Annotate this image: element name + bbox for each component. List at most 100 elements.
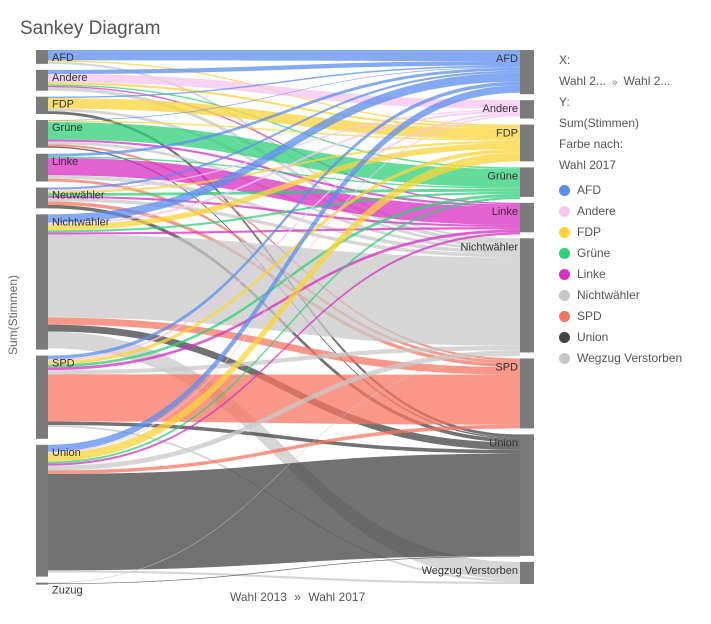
flow-nichtwaehler-to-nichtwaehler[interactable] <box>48 234 520 346</box>
flow-linke-to-afd[interactable] <box>48 67 520 157</box>
legend-label-andere: Andere <box>577 204 616 218</box>
source-node-linke[interactable] <box>36 153 48 182</box>
flow-spd-to-andere[interactable] <box>48 112 520 362</box>
flow-union-to-andere[interactable] <box>48 114 520 454</box>
source-label-linke: Linke <box>52 156 78 168</box>
source-node-spd[interactable] <box>36 355 48 439</box>
legend-item-fdp[interactable]: FDP <box>559 222 709 243</box>
legend-item-andere[interactable]: Andere <box>559 201 709 222</box>
legend-swatch-andere <box>559 206 570 217</box>
sankey-links <box>48 50 520 584</box>
source-node-afd[interactable] <box>36 50 48 64</box>
color-setting-value[interactable]: Wahl 2017 <box>559 158 616 172</box>
source-node-gruene[interactable] <box>36 120 48 148</box>
flow-gruene-to-gruene[interactable] <box>48 122 520 188</box>
flow-nichtwaehler-to-spd[interactable] <box>48 317 520 375</box>
flow-union-to-gruene[interactable] <box>48 196 520 464</box>
flow-union-to-fdp[interactable] <box>48 152 520 462</box>
target-label-fdp: FDP <box>496 128 518 140</box>
flow-spd-to-linke[interactable] <box>48 229 520 371</box>
legend-item-nichtwaehler[interactable]: Nichtwähler <box>559 285 709 306</box>
flow-andere-to-andere[interactable] <box>48 74 520 110</box>
source-label-gruene: Grüne <box>52 122 83 134</box>
source-node-andere[interactable] <box>36 69 48 91</box>
sankey-nodes <box>36 50 534 585</box>
flow-afd-to-afd[interactable] <box>48 50 520 62</box>
flow-linke-to-gruene[interactable] <box>48 156 520 189</box>
flow-spd-to-gruene[interactable] <box>48 193 520 368</box>
flow-andere-to-nichtwaehler[interactable] <box>48 87 520 245</box>
target-node-andere[interactable] <box>520 100 534 119</box>
legend-item-linke[interactable]: Linke <box>559 264 709 285</box>
target-label-wegzug-verstorben: Wegzug Verstorben <box>422 565 518 577</box>
flow-neuwaehler-to-nichtwaehler[interactable] <box>48 197 520 258</box>
legend-swatch-fdp <box>559 227 570 238</box>
flow-nichtwaehler-to-afd[interactable] <box>48 72 520 223</box>
legend-item-wegzug-verstorben[interactable]: Wegzug Verstorben <box>559 348 709 369</box>
flow-nichtwaehler-to-wegzug-verstorben[interactable] <box>48 331 520 580</box>
source-label-union: Union <box>52 447 81 459</box>
target-node-nichtwaehler[interactable] <box>520 238 534 353</box>
source-node-neuwaehler[interactable] <box>36 187 48 209</box>
flow-nichtwaehler-to-linke[interactable] <box>48 227 520 235</box>
flow-union-to-spd[interactable] <box>48 424 520 474</box>
flow-spd-to-union[interactable] <box>48 421 520 454</box>
flow-linke-to-nichtwaehler[interactable] <box>48 175 520 254</box>
flow-andere-to-gruene[interactable] <box>48 84 520 169</box>
flow-union-to-wegzug-verstorben[interactable] <box>48 570 520 584</box>
source-label-neuwaehler: Neuwähler <box>52 190 105 202</box>
target-node-union[interactable] <box>520 434 534 556</box>
source-node-union[interactable] <box>36 444 48 577</box>
flow-andere-to-fdp[interactable] <box>48 82 520 129</box>
target-node-gruene[interactable] <box>520 167 534 197</box>
flow-nichtwaehler-to-andere[interactable] <box>48 110 520 225</box>
x-setting-to: Wahl 2... <box>623 74 671 88</box>
legend-label-gruene: Grüne <box>577 246 611 260</box>
source-node-fdp[interactable] <box>36 96 48 115</box>
source-node-zuzug[interactable] <box>36 582 48 585</box>
flow-spd-to-afd[interactable] <box>48 81 520 360</box>
flow-andere-to-afd[interactable] <box>48 61 520 75</box>
flow-union-to-union[interactable] <box>48 453 520 571</box>
flow-spd-to-fdp[interactable] <box>48 148 520 365</box>
legend-item-union[interactable]: Union <box>559 327 709 348</box>
x-setting-value[interactable]: Wahl 2... » Wahl 2... <box>559 71 709 92</box>
flow-nichtwaehler-to-gruene[interactable] <box>48 191 520 233</box>
flow-fdp-to-nichtwaehler[interactable] <box>48 108 520 248</box>
target-node-linke[interactable] <box>520 202 534 233</box>
flow-gruene-to-afd[interactable] <box>48 66 520 121</box>
sankey-labels: AFD Andere FDP Grüne Linke Neuwähler Nichtwähl… <box>52 52 518 597</box>
target-node-afd[interactable] <box>520 50 534 95</box>
legend-swatch-gruene <box>559 248 570 259</box>
target-node-wegzug-verstorben[interactable] <box>520 561 534 584</box>
flow-union-to-linke[interactable] <box>48 232 520 466</box>
legend-label-wegzug-verstorben: Wegzug Verstorben <box>577 351 683 365</box>
legend-item-afd[interactable]: AFD <box>559 180 709 201</box>
flow-union-to-nichtwaehler[interactable] <box>48 350 520 471</box>
target-label-linke: Linke <box>492 206 518 218</box>
flow-nichtwaehler-to-fdp[interactable] <box>48 143 520 231</box>
flow-neuwaehler-to-afd[interactable] <box>48 70 520 190</box>
legend-swatch-wegzug-verstorben <box>559 353 570 364</box>
flow-union-to-afd[interactable] <box>48 85 520 452</box>
source-label-fdp: FDP <box>52 99 74 111</box>
flow-spd-to-spd[interactable] <box>48 374 520 425</box>
flow-zuzug-to-nichtwaehler[interactable] <box>48 355 520 584</box>
legend-swatch-linke <box>559 269 570 280</box>
target-label-andere: Andere <box>483 103 518 115</box>
legend-item-spd[interactable]: SPD <box>559 306 709 327</box>
legend-label-fdp: FDP <box>577 225 601 239</box>
flow-spd-to-nichtwaehler[interactable] <box>48 345 520 375</box>
legend-swatch-spd <box>559 311 570 322</box>
flow-zuzug-to-union[interactable] <box>48 555 520 584</box>
source-label-spd: SPD <box>52 358 75 370</box>
legend-label-spd: SPD <box>577 309 602 323</box>
source-node-nichtwaehler[interactable] <box>36 214 48 350</box>
legend-label-nichtwaehler: Nichtwähler <box>577 288 640 302</box>
target-node-spd[interactable] <box>520 358 534 429</box>
legend-item-gruene[interactable]: Grüne <box>559 243 709 264</box>
y-setting-value[interactable]: Sum(Stimmen) <box>559 116 640 130</box>
y-axis-label: Sum(Stimmen) <box>6 274 20 355</box>
target-node-fdp[interactable] <box>520 124 534 162</box>
flow-fdp-to-afd[interactable] <box>48 65 520 99</box>
